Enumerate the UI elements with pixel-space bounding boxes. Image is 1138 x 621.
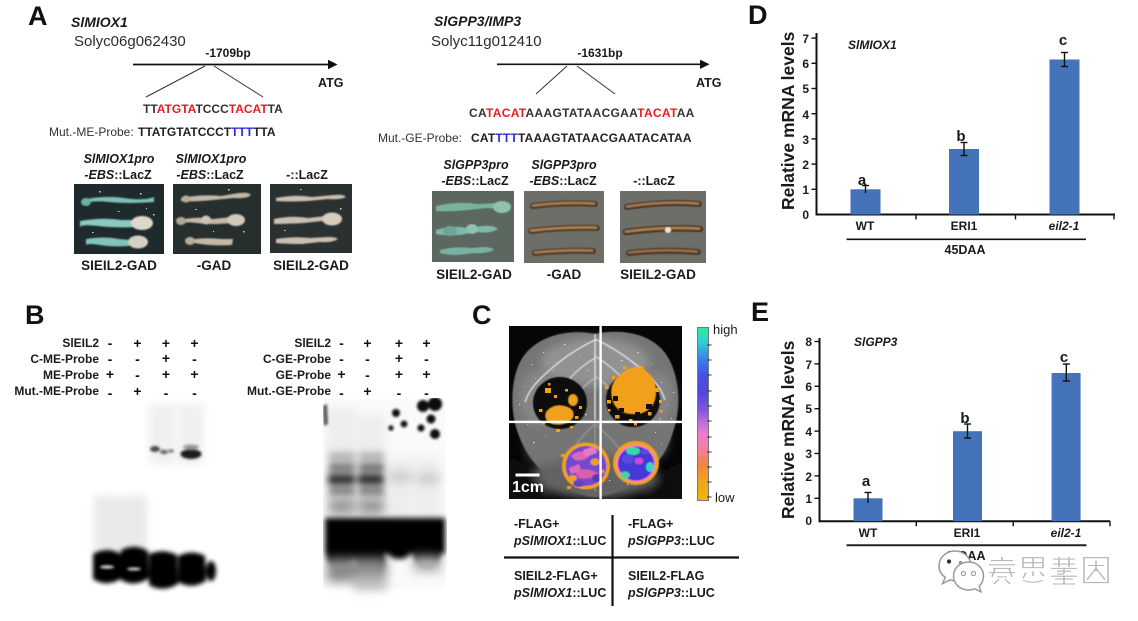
svg-text:1cm: 1cm [512, 479, 544, 496]
svg-text:-: - [424, 351, 429, 367]
svg-text:-: - [365, 351, 370, 367]
svg-text:+: + [363, 383, 371, 399]
svg-text:-: - [135, 351, 140, 367]
svg-text:-: - [365, 367, 370, 383]
svg-text:-: - [339, 385, 344, 401]
svg-text:+: + [190, 366, 198, 382]
svg-text:-: - [192, 351, 197, 367]
svg-text:+: + [162, 335, 170, 351]
svg-text:+: + [395, 350, 403, 366]
svg-text:-: - [108, 351, 113, 367]
svg-text:-: - [397, 385, 402, 401]
svg-text:+: + [190, 335, 198, 351]
svg-text:-: - [339, 335, 344, 351]
svg-text:-: - [192, 385, 197, 401]
svg-text:-: - [424, 385, 429, 401]
svg-text:+: + [106, 366, 114, 382]
svg-text:+: + [133, 335, 141, 351]
svg-text:+: + [337, 366, 345, 382]
svg-text:+: + [422, 366, 430, 382]
svg-text:-: - [339, 351, 344, 367]
svg-text:-: - [108, 385, 113, 401]
svg-text:-: - [108, 335, 113, 351]
svg-text:-: - [164, 385, 169, 401]
svg-text:+: + [363, 335, 371, 351]
svg-text:+: + [133, 383, 141, 399]
svg-text:+: + [162, 366, 170, 382]
svg-text:-: - [135, 367, 140, 383]
svg-text:+: + [162, 350, 170, 366]
svg-text:+: + [395, 366, 403, 382]
svg-text:+: + [422, 335, 430, 351]
svg-text:+: + [395, 335, 403, 351]
